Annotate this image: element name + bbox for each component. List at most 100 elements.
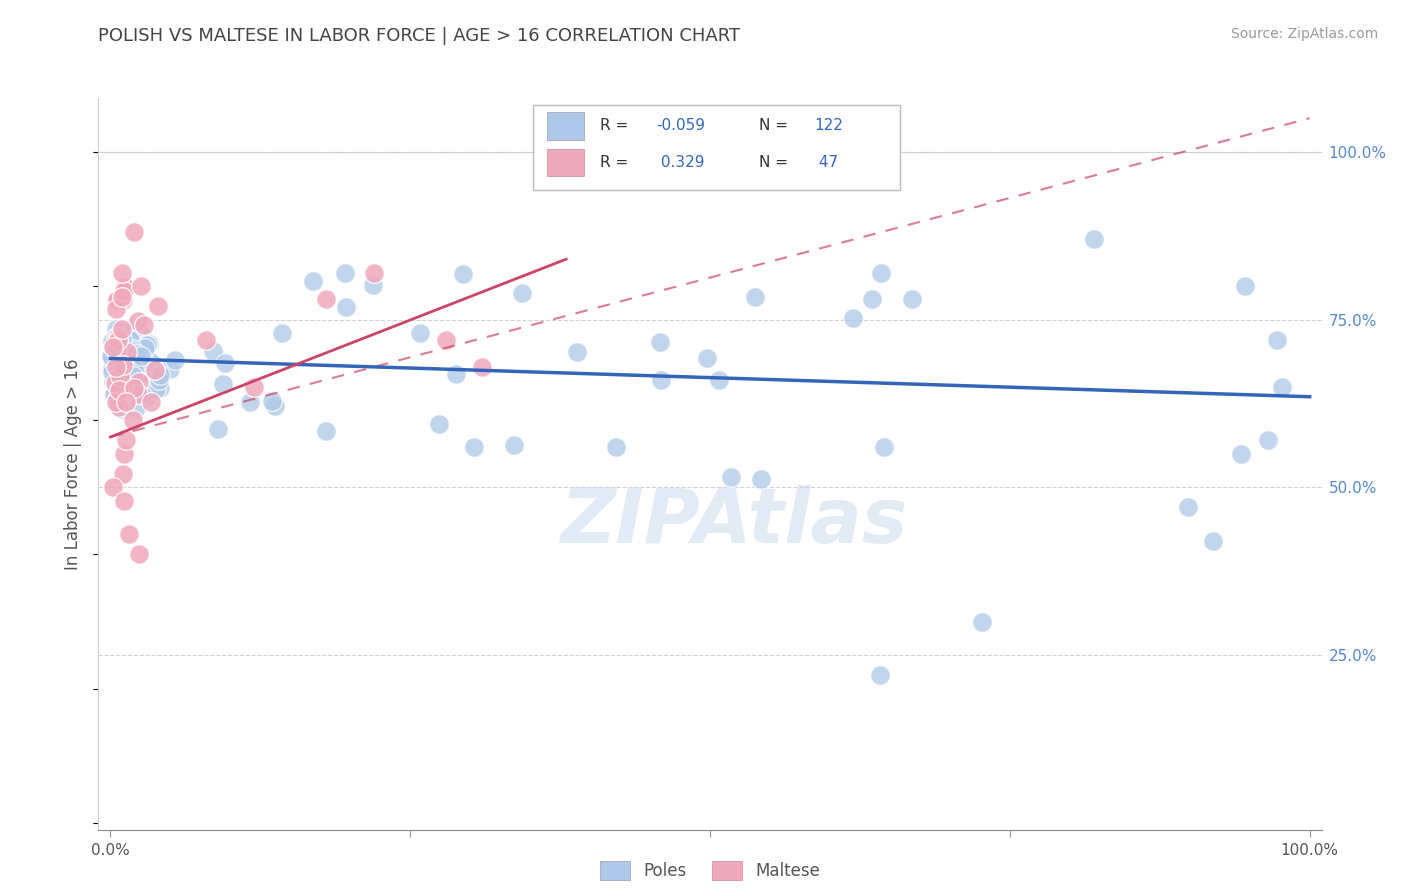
- Point: [207, 422, 229, 436]
- Point: [112, 280, 135, 294]
- Point: [104, 359, 127, 374]
- FancyBboxPatch shape: [547, 112, 583, 140]
- Point: [114, 395, 136, 409]
- Point: [127, 314, 149, 328]
- Point: [112, 285, 135, 299]
- Point: [101, 365, 124, 379]
- Point: [145, 382, 167, 396]
- Text: 47: 47: [814, 155, 838, 170]
- Point: [134, 342, 156, 356]
- Point: [111, 290, 134, 304]
- Point: [103, 359, 125, 374]
- Point: [112, 293, 135, 307]
- Point: [105, 361, 128, 376]
- Point: [363, 266, 385, 280]
- Text: POLISH VS MALTESE IN LABOR FORCE | AGE > 16 CORRELATION CHART: POLISH VS MALTESE IN LABOR FORCE | AGE >…: [98, 27, 741, 45]
- Point: [115, 378, 138, 392]
- Point: [463, 440, 485, 454]
- Legend: Poles, Maltese: Poles, Maltese: [593, 855, 827, 887]
- Point: [112, 348, 135, 362]
- Point: [264, 399, 287, 413]
- Point: [720, 470, 742, 484]
- Point: [114, 372, 136, 386]
- Point: [127, 360, 149, 375]
- Point: [111, 321, 134, 335]
- Point: [239, 395, 262, 409]
- Point: [1177, 500, 1199, 515]
- Point: [870, 266, 893, 280]
- Point: [120, 334, 142, 348]
- Point: [104, 293, 127, 307]
- Point: [111, 266, 134, 280]
- Point: [707, 373, 730, 387]
- Point: [101, 353, 124, 368]
- Point: [101, 361, 124, 376]
- Point: [139, 394, 162, 409]
- Text: R =: R =: [600, 155, 633, 170]
- Point: [105, 370, 128, 384]
- Point: [104, 367, 127, 381]
- Point: [138, 337, 160, 351]
- Point: [129, 349, 152, 363]
- Point: [129, 366, 152, 380]
- Point: [134, 391, 156, 405]
- Point: [148, 373, 170, 387]
- Point: [105, 344, 128, 359]
- Point: [108, 400, 131, 414]
- Point: [115, 350, 138, 364]
- Point: [901, 292, 924, 306]
- Text: ZIPAtlas: ZIPAtlas: [561, 485, 908, 559]
- Point: [110, 333, 132, 347]
- Point: [131, 327, 153, 342]
- Point: [107, 383, 129, 397]
- Point: [451, 268, 474, 282]
- Point: [159, 361, 181, 376]
- Point: [212, 377, 235, 392]
- Point: [107, 390, 129, 404]
- Point: [105, 344, 128, 359]
- Point: [118, 364, 141, 378]
- Point: [111, 467, 134, 481]
- Point: [101, 340, 124, 354]
- Point: [271, 326, 294, 340]
- Point: [107, 330, 129, 344]
- Point: [872, 441, 894, 455]
- Point: [650, 334, 672, 349]
- Point: [101, 350, 124, 364]
- Point: [100, 349, 122, 363]
- Point: [103, 343, 125, 358]
- Point: [120, 386, 142, 401]
- Point: [111, 380, 134, 394]
- Text: Source: ZipAtlas.com: Source: ZipAtlas.com: [1230, 27, 1378, 41]
- Point: [107, 370, 129, 384]
- Point: [105, 293, 128, 308]
- Point: [129, 279, 152, 293]
- Point: [121, 413, 143, 427]
- Point: [243, 379, 266, 393]
- Point: [117, 368, 139, 382]
- Point: [104, 395, 127, 409]
- Point: [125, 401, 148, 416]
- Point: [262, 394, 284, 409]
- Point: [105, 351, 128, 365]
- Point: [104, 302, 127, 317]
- Y-axis label: In Labor Force | Age > 16: In Labor Force | Age > 16: [65, 358, 83, 570]
- Point: [124, 362, 146, 376]
- Point: [112, 447, 135, 461]
- Point: [121, 369, 143, 384]
- Point: [1202, 534, 1225, 549]
- Point: [108, 351, 131, 365]
- Point: [124, 350, 146, 364]
- Point: [121, 343, 143, 357]
- Point: [121, 368, 143, 383]
- Point: [103, 359, 125, 374]
- Point: [862, 293, 884, 307]
- Point: [122, 381, 145, 395]
- Point: [1083, 232, 1105, 246]
- Point: [127, 387, 149, 401]
- Point: [751, 472, 773, 486]
- Point: [446, 367, 468, 381]
- Point: [125, 374, 148, 388]
- Point: [744, 290, 766, 304]
- Point: [434, 333, 457, 347]
